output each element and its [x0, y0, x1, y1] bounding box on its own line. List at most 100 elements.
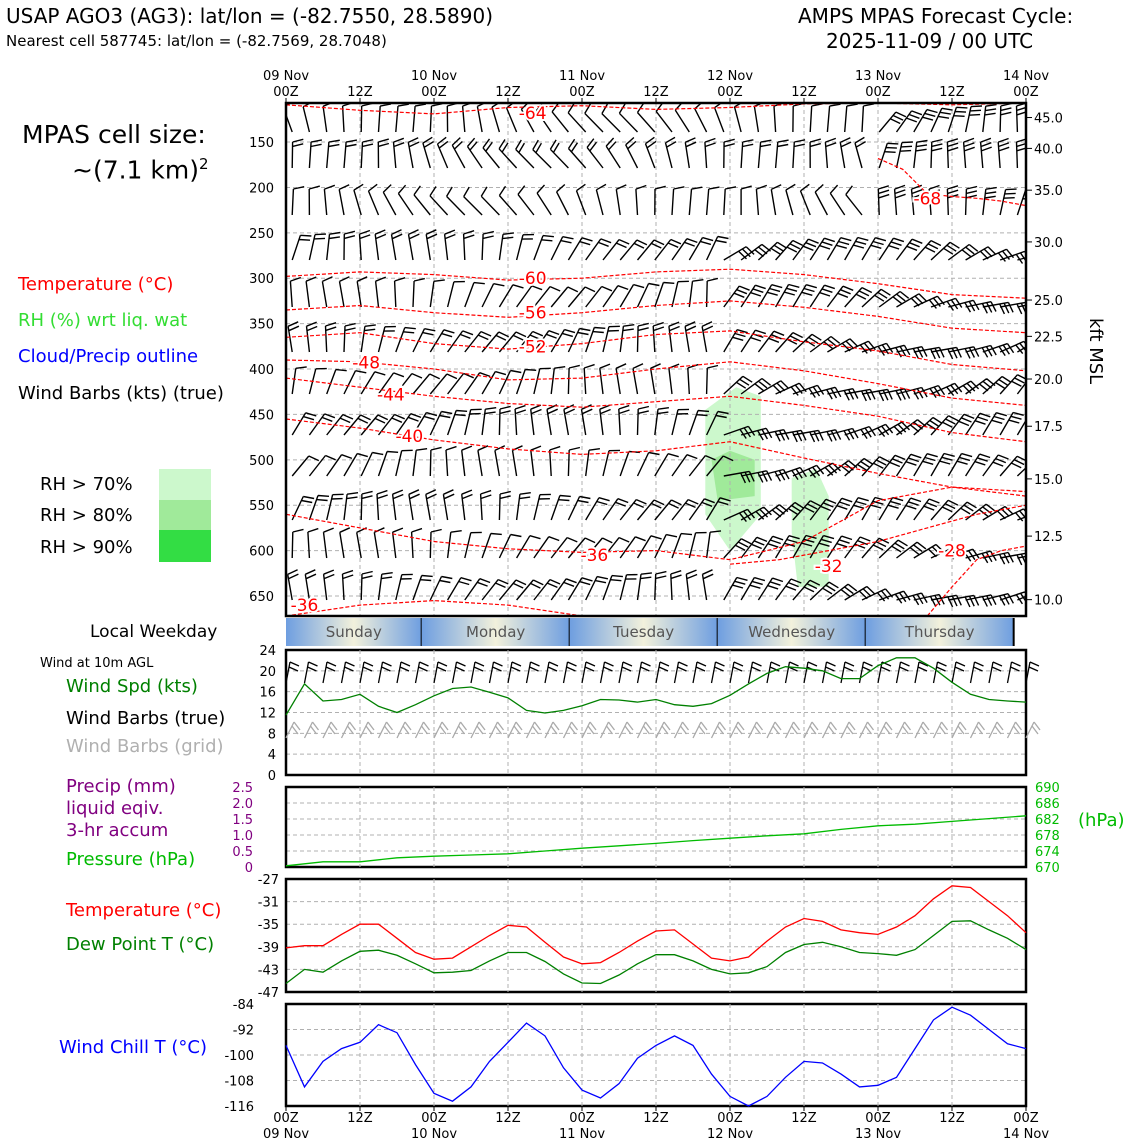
wind-barb [462, 230, 475, 261]
windchill-tick-label: -116 [224, 1100, 254, 1115]
wind-speed-line [285, 657, 1027, 716]
top-time-label: 00Z [1013, 85, 1039, 100]
wind-barb [705, 364, 719, 395]
wind-barb [965, 378, 996, 395]
wind-barb [429, 103, 443, 133]
wind-barb [999, 250, 1026, 264]
wind-barb [878, 237, 905, 261]
kft-tick-label: 25.0 [1034, 294, 1063, 309]
wind-barb [516, 579, 544, 601]
wind-barb [446, 103, 459, 133]
temp-tick-label: -39 [258, 941, 279, 956]
cross-section-plot: -64 -68 -60 -56 -52 -48 -44 -40 -36 -32 -28 -36 [286, 103, 1026, 616]
surface-wind-barb [840, 661, 855, 684]
wind-barb [773, 103, 785, 133]
wind-barb [533, 330, 560, 353]
grid-wind-barb [858, 721, 875, 739]
top-time-label: 12Z [791, 85, 817, 100]
kft-tick-label: 40.0 [1034, 142, 1063, 157]
bottom-date-label: 14 Nov [1003, 1127, 1049, 1140]
wind-barb [287, 321, 300, 353]
wind-barb [498, 232, 514, 261]
kft-tick-label: 17.5 [1034, 420, 1063, 435]
grid-wind-barb [988, 721, 1004, 739]
wind-barb [605, 137, 621, 169]
weekday-band [717, 618, 866, 646]
top-date-label: 13 Nov [855, 69, 901, 84]
wind-barb [723, 508, 756, 523]
surface-wind-barb [877, 661, 892, 684]
surface-wind-barb [692, 661, 707, 684]
surface-wind-barb [507, 661, 522, 684]
wind-barb [326, 231, 341, 261]
wind-barb [757, 535, 784, 559]
wind-barb [491, 103, 501, 133]
wind-barb [515, 233, 535, 261]
grid-wind-barb [803, 721, 819, 739]
precip-tick-label: 0.5 [232, 845, 253, 860]
nearest-cell-label: Nearest cell 587745: lat/lon = (-82.7569… [6, 32, 387, 50]
wind-barb [464, 372, 491, 395]
wind-barb [671, 498, 699, 521]
wind-barb [520, 103, 535, 133]
wind-barb [412, 448, 428, 477]
wind-barb [567, 537, 596, 559]
weekday-band [569, 618, 718, 646]
wind-barb [585, 537, 613, 559]
temp-tick-label: -31 [258, 896, 279, 911]
surface-wind-barb [285, 661, 300, 684]
wind-barb [644, 136, 657, 169]
wind-barb [861, 423, 894, 438]
wind-barb [668, 363, 680, 395]
wind-barb [671, 408, 690, 436]
temp-tick-label: -47 [258, 986, 279, 1001]
wind-barb [533, 578, 561, 601]
wind-barb [930, 415, 959, 436]
wind-barb [861, 342, 894, 356]
wind-barb [536, 184, 552, 216]
wind-barb [910, 184, 923, 216]
temperature-contour [286, 330, 1026, 372]
wind-barb [740, 470, 773, 483]
wind-barb [792, 429, 824, 443]
wind-barb [481, 331, 510, 353]
wind-barb [964, 185, 978, 216]
wind-barb [688, 454, 716, 477]
top-date-label: 11 Nov [559, 69, 605, 84]
wind-barb [913, 384, 946, 398]
wind-barb [555, 183, 570, 216]
surface-wind-barb [340, 661, 355, 684]
wind-barb [636, 239, 665, 261]
wind-barb [671, 280, 689, 308]
wind-barb [979, 137, 992, 169]
legend-precip-2: liquid eqiv. [66, 798, 164, 819]
wind-barb [878, 290, 910, 308]
temperature-contour-label: -28 [938, 542, 966, 562]
legend-temperature: Temperature (°C) [18, 274, 174, 295]
wind-barb [774, 139, 789, 169]
wind-barb [1015, 138, 1026, 169]
wind-barb [517, 185, 535, 216]
wind-barb [322, 103, 333, 133]
wind-barb [429, 186, 449, 216]
wind-barb [602, 238, 630, 261]
legend-rh70-swatch [159, 469, 211, 500]
surface-wind-barb [562, 661, 577, 684]
wind-barb [965, 412, 991, 436]
wind-barb [625, 136, 639, 169]
wind-barb [291, 412, 317, 436]
wind-barb [445, 445, 457, 477]
wind-barb [395, 413, 422, 436]
grid-wind-barb [488, 721, 505, 739]
wind-barb [809, 498, 837, 521]
wind-barb [809, 462, 841, 477]
bottom-time-label: 12Z [791, 1111, 817, 1126]
wind-barb [758, 380, 790, 395]
grid-wind-barb [396, 721, 412, 739]
wind-barb [705, 410, 729, 436]
temperature-contour-label: -44 [377, 385, 405, 405]
wind-barb [999, 591, 1026, 605]
wind-barb [382, 184, 397, 216]
wind-barb [879, 388, 911, 401]
top-time-label: 00Z [421, 85, 447, 100]
